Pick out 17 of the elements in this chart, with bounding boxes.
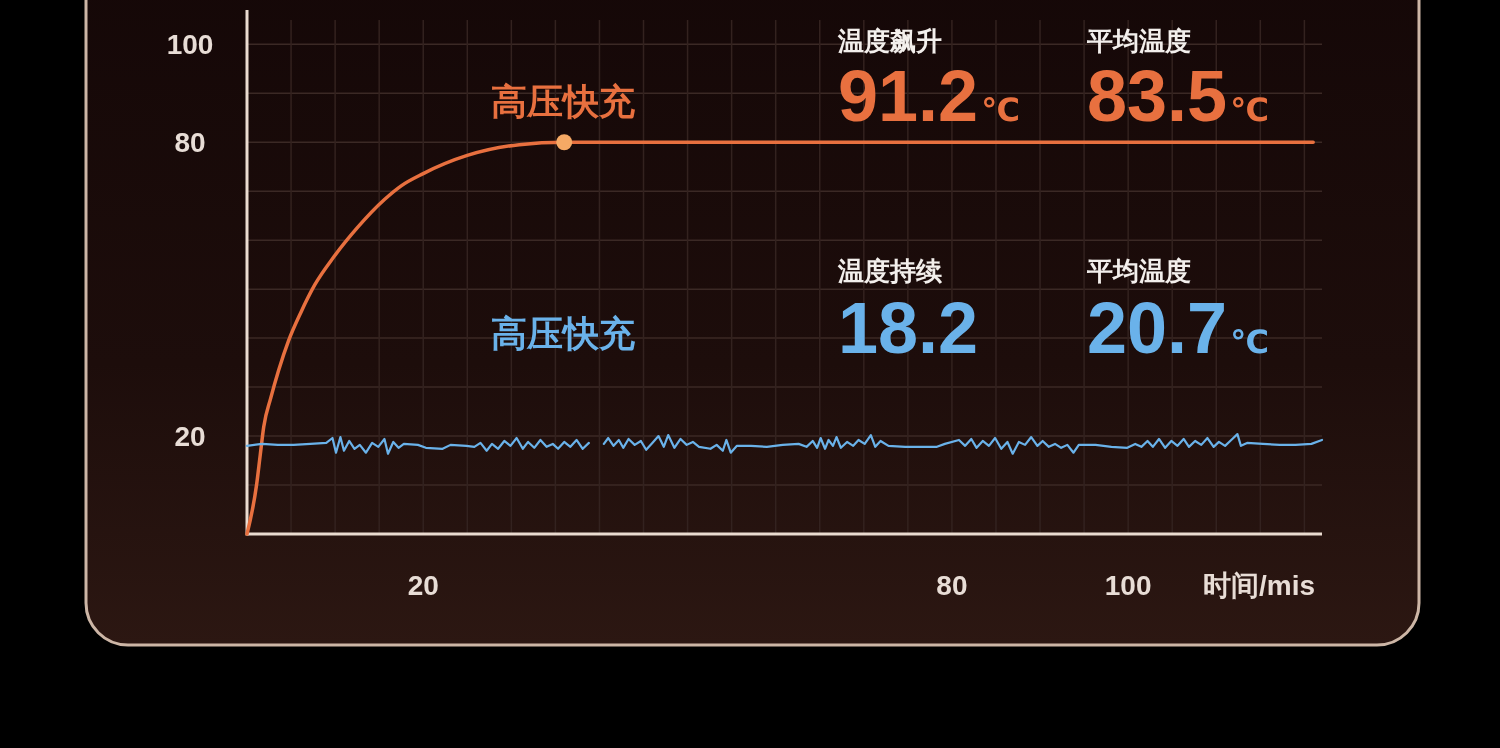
series-label: 高压快充: [491, 80, 635, 122]
annotation-heading: 平均温度: [1087, 256, 1191, 286]
annotation-value: 91.2℃: [838, 56, 1020, 136]
annotation-heading: 平均温度: [1087, 26, 1191, 56]
y-tick-label: 20: [174, 420, 206, 452]
x-tick-label: 100: [1104, 569, 1152, 601]
annotation-heading: 温度飙升: [838, 26, 942, 56]
series-label: 高压快充: [491, 312, 635, 354]
x-axis-title: 时间/mis: [1203, 569, 1316, 601]
annotation-value: 18.2: [838, 288, 979, 368]
x-tick-label: 20: [407, 569, 439, 601]
y-tick-label: 100: [166, 28, 214, 60]
annotation-value: 20.7℃: [1087, 288, 1269, 368]
y-tick-label: 80: [174, 126, 206, 158]
annotation-value: 83.5℃: [1087, 56, 1269, 136]
annotation-heading: 温度持续: [838, 256, 942, 286]
x-tick-label: 80: [936, 569, 968, 601]
